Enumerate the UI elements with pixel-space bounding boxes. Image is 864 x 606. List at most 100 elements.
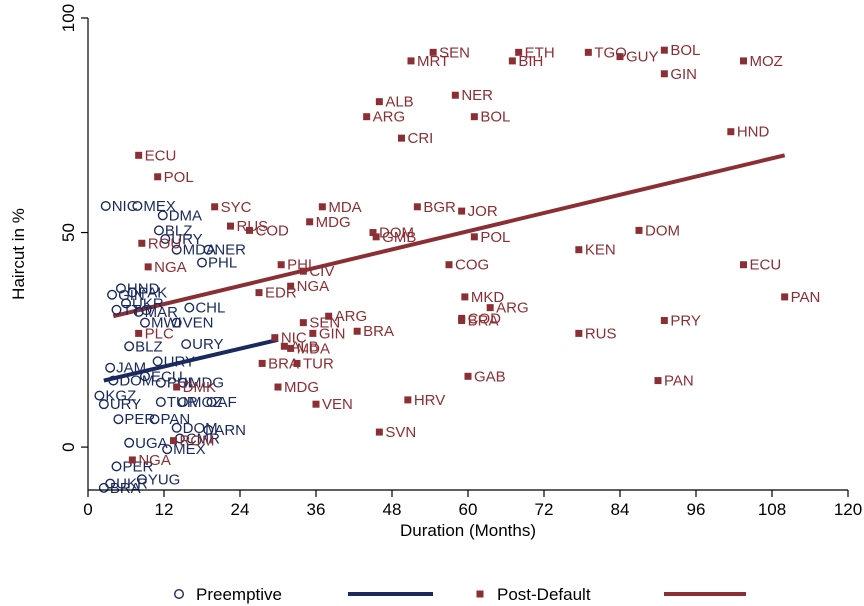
point-label: TTO <box>123 302 153 319</box>
point-marker <box>635 226 643 234</box>
point-marker <box>404 396 412 404</box>
point-marker <box>660 46 668 54</box>
point-label: NIC <box>281 330 307 347</box>
point-marker <box>299 267 307 275</box>
point-marker <box>203 424 214 435</box>
axes: 0 12 24 36 48 60 72 84 96 108 120 0 50 100 Duration (M… <box>9 4 862 540</box>
data-points: NIC MEXDMABLZURYMDANERHNDGINPAKPHLUKRMART… <box>94 42 820 497</box>
point-marker <box>375 98 383 106</box>
point-label: GAB <box>474 368 506 385</box>
x-tick-label: 48 <box>383 500 402 519</box>
point-marker <box>429 48 437 56</box>
point-label: DOM <box>645 222 680 239</box>
point-marker <box>515 48 523 56</box>
point-label: ECU <box>750 257 782 274</box>
point-label: MEX <box>173 441 206 458</box>
x-tick-label: 96 <box>687 500 706 519</box>
point-marker <box>138 239 146 247</box>
point-label: POL <box>480 229 510 246</box>
point-marker <box>274 383 282 391</box>
point-label: CHL <box>195 300 225 317</box>
point-label: GMB <box>382 229 416 246</box>
point-label: NGA <box>138 452 171 469</box>
point-marker <box>155 397 166 408</box>
point-label: NER <box>214 242 246 259</box>
point-label: MAR <box>145 304 179 321</box>
point-label: ROU <box>148 235 181 252</box>
point-label: BRA <box>363 323 394 340</box>
point-label: CMR <box>186 431 220 448</box>
point-marker <box>171 317 182 328</box>
point-label: RUS <box>237 218 269 235</box>
point-label: SEN <box>309 315 340 332</box>
x-tick-label: 0 <box>83 500 92 519</box>
point-label: GIN <box>319 325 346 342</box>
point-label: HND <box>737 124 770 141</box>
x-axis-title: Duration (Months) <box>400 521 536 540</box>
point-marker <box>654 377 662 385</box>
point-marker <box>171 422 182 433</box>
point-label: VEN <box>183 315 214 332</box>
point-label: MDG <box>316 214 351 231</box>
point-label: ARN <box>214 422 246 439</box>
point-marker <box>369 229 377 237</box>
point-marker <box>124 341 135 352</box>
point-marker <box>135 329 143 337</box>
point-marker <box>458 317 466 325</box>
point-marker <box>271 334 279 342</box>
point-marker <box>325 312 333 320</box>
point-marker <box>312 400 320 408</box>
point-marker <box>111 304 122 315</box>
point-label: SYC <box>221 199 252 216</box>
point-marker <box>660 317 668 325</box>
point-marker <box>173 383 181 391</box>
x-tick-label: 120 <box>834 500 862 519</box>
point-label: ETH <box>525 44 555 61</box>
point-label: ARG <box>496 300 529 317</box>
point-marker <box>451 91 459 99</box>
x-tick-label: 24 <box>231 500 250 519</box>
point-label: BRA <box>268 355 299 372</box>
point-label: COD <box>256 222 290 239</box>
point-marker <box>486 304 494 312</box>
point-label: GUY <box>626 49 659 66</box>
point-marker <box>740 57 747 65</box>
point-label: KEN <box>585 242 616 259</box>
point-label: URY <box>171 231 202 248</box>
point-marker <box>181 339 192 350</box>
preemptive_fit-line <box>103 337 279 383</box>
point-label: BRA <box>110 480 141 497</box>
point-marker <box>445 261 453 269</box>
point-marker <box>407 57 415 65</box>
point-marker <box>255 289 263 297</box>
legend-label-post-default: Post-Default <box>497 585 591 604</box>
x-tick-label: 36 <box>307 500 326 519</box>
y-axis-title: Haircut in % <box>9 208 28 300</box>
point-marker <box>127 287 138 298</box>
point-marker <box>152 356 163 367</box>
point-label: TUR <box>303 355 334 372</box>
point-label: JOR <box>468 203 498 220</box>
point-marker <box>206 397 217 408</box>
point-marker <box>115 283 126 294</box>
point-marker <box>184 302 195 313</box>
point-marker <box>258 359 266 367</box>
point-label: PAN <box>664 373 694 390</box>
point-marker <box>111 461 122 472</box>
point-marker <box>132 200 143 211</box>
point-marker <box>133 306 144 317</box>
point-label: URY <box>164 353 195 370</box>
point-marker <box>299 319 307 327</box>
point-marker <box>139 317 150 328</box>
point-marker <box>203 244 214 255</box>
point-label: ALB <box>290 338 318 355</box>
point-marker <box>98 482 109 493</box>
point-marker <box>128 456 136 464</box>
point-marker <box>211 203 219 211</box>
legend: Preemptive Post-Default <box>173 585 746 604</box>
point-label: UGA <box>135 435 168 452</box>
x-tick-label: 72 <box>535 500 554 519</box>
point-label: TUR <box>167 394 198 411</box>
